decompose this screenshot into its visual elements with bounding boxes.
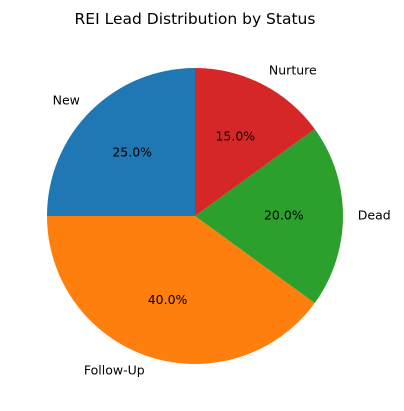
pie-slice-follow-up [47,216,315,364]
slice-label-nurture: Nurture [269,62,317,77]
chart-title: REI Lead Distribution by Status [75,10,316,28]
pie-slice-nurture [195,68,315,216]
pie-slice-new [47,68,195,216]
pie-labels: New 25.0% Follow-Up 40.0% Dead 20.0% Nurture 15… [53,62,391,377]
slice-label-follow-up: Follow-Up [84,362,145,377]
slice-percent-follow-up: 40.0% [148,292,188,307]
slice-label-dead: Dead [358,208,391,223]
slice-percent-new: 25.0% [112,145,152,160]
slice-percent-nurture: 15.0% [215,128,255,143]
slice-label-new: New [53,92,80,107]
pie-slices [47,68,343,364]
slice-percent-dead: 20.0% [264,208,304,223]
pie-slice-dead [195,129,343,303]
